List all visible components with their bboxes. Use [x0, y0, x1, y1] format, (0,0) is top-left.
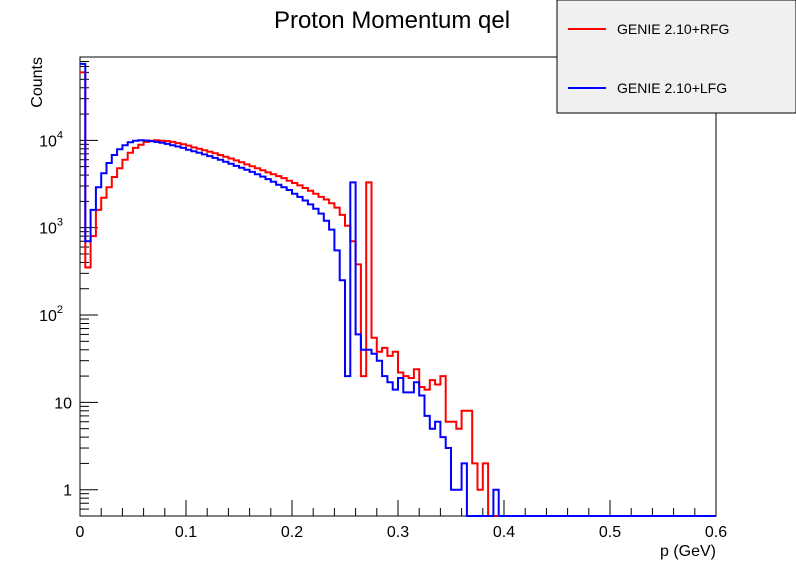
- y-tick-exponent: 3: [57, 217, 63, 229]
- x-tick-label: 0.4: [493, 524, 515, 541]
- x-tick-label: 0.1: [175, 524, 197, 541]
- legend-label-rfg: GENIE 2.10+RFG: [617, 21, 729, 37]
- y-tick-label: 104: [39, 129, 63, 150]
- y-tick-label: 1: [63, 483, 72, 500]
- y-tick-exponent: 2: [57, 304, 63, 316]
- series-line-rfg: [80, 71, 716, 517]
- y-tick-label: 102: [39, 304, 63, 325]
- x-axis: 0 0.1 0.2 0.3 0.4 0.5 0.6: [76, 500, 727, 541]
- legend-box: [556, 0, 796, 114]
- chart-title: Proton Momentum qel: [274, 7, 510, 34]
- x-tick-label: 0.6: [705, 524, 727, 541]
- y-tick-exponent: 4: [57, 129, 63, 141]
- x-tick-label: 0.2: [281, 524, 303, 541]
- legend-label-lfg: GENIE 2.10+LFG: [617, 80, 727, 96]
- y-tick-label: 103: [39, 217, 63, 238]
- y-axis: 1 10 102 103 104: [39, 56, 98, 517]
- y-tick-label: 10: [54, 395, 72, 412]
- x-axis-label: p (GeV): [660, 543, 716, 560]
- y-axis-label: Counts: [29, 57, 46, 108]
- legend: GENIE 2.10+RFG GENIE 2.10+LFG: [556, 0, 796, 114]
- x-tick-label: 0.5: [599, 524, 621, 541]
- series-group: [80, 62, 716, 517]
- series-line-lfg: [80, 62, 716, 517]
- x-tick-label: 0.3: [387, 524, 409, 541]
- plot-frame: [79, 56, 717, 517]
- x-tick-label: 0: [76, 524, 85, 541]
